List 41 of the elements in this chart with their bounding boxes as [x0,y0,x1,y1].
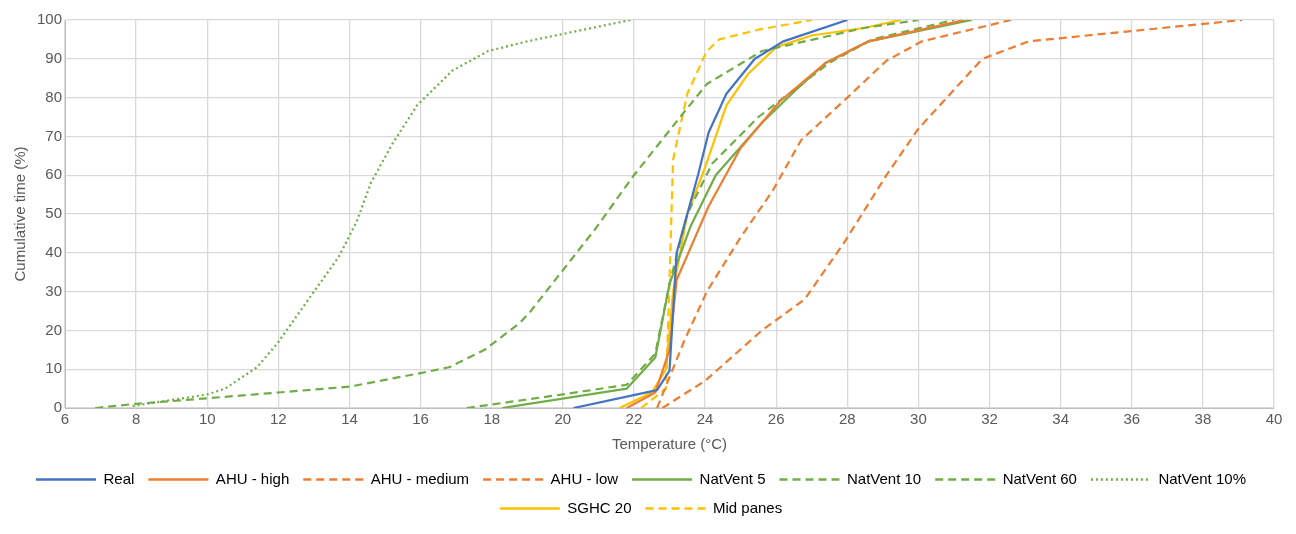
y-tick-label: 90 [45,48,63,66]
x-tick-label: 30 [910,410,927,428]
y-tick-label: 0 [53,398,63,416]
legend-label: NatVent 60 [1002,469,1077,487]
y-tick-label: 60 [45,165,63,183]
y-tick-label: 100 [37,10,63,28]
x-tick-label: 38 [1194,410,1212,428]
x-axis-title: Temperature (°C) [611,435,728,453]
x-tick-label: 16 [412,410,429,428]
x-tick-label: 12 [270,410,287,428]
x-tick-label: 22 [625,410,643,428]
y-tick-label: 50 [45,204,63,222]
x-tick-label: 28 [838,410,856,428]
x-tick-label: 8 [131,410,141,428]
x-tick-label: 20 [554,410,572,428]
x-tick-label: 18 [483,410,501,428]
y-tick-label: 70 [45,126,63,144]
y-tick-label: 20 [45,320,63,338]
x-tick-label: 34 [1052,410,1069,428]
x-tick-label: 36 [1123,410,1141,428]
legend-label: AHU - high [215,469,290,487]
x-tick-label: 32 [981,410,998,428]
legend-label: NatVent 10 [846,469,922,487]
legend-label: AHU - medium [370,469,470,487]
legend-label: NatVent 5 [699,469,766,487]
x-tick-label: 10 [198,410,216,428]
x-tick-label: 40 [1265,410,1283,428]
y-axis-title: Cumulative time (%) [11,146,29,282]
x-tick-label: 26 [767,410,785,428]
legend-label: NatVent 10% [1158,469,1246,487]
legend-label: Mid panes [712,498,783,516]
y-tick-label: 80 [45,87,63,105]
x-tick-label: 24 [696,410,714,428]
legend-label: AHU - low [550,469,619,487]
y-tick-label: 30 [45,281,63,299]
legend-label: Real [103,469,135,487]
y-tick-label: 10 [45,359,63,377]
x-tick-label: 6 [60,410,70,428]
y-tick-label: 40 [45,242,63,260]
legend-label: SGHC 20 [567,498,632,516]
x-tick-label: 14 [341,410,358,428]
